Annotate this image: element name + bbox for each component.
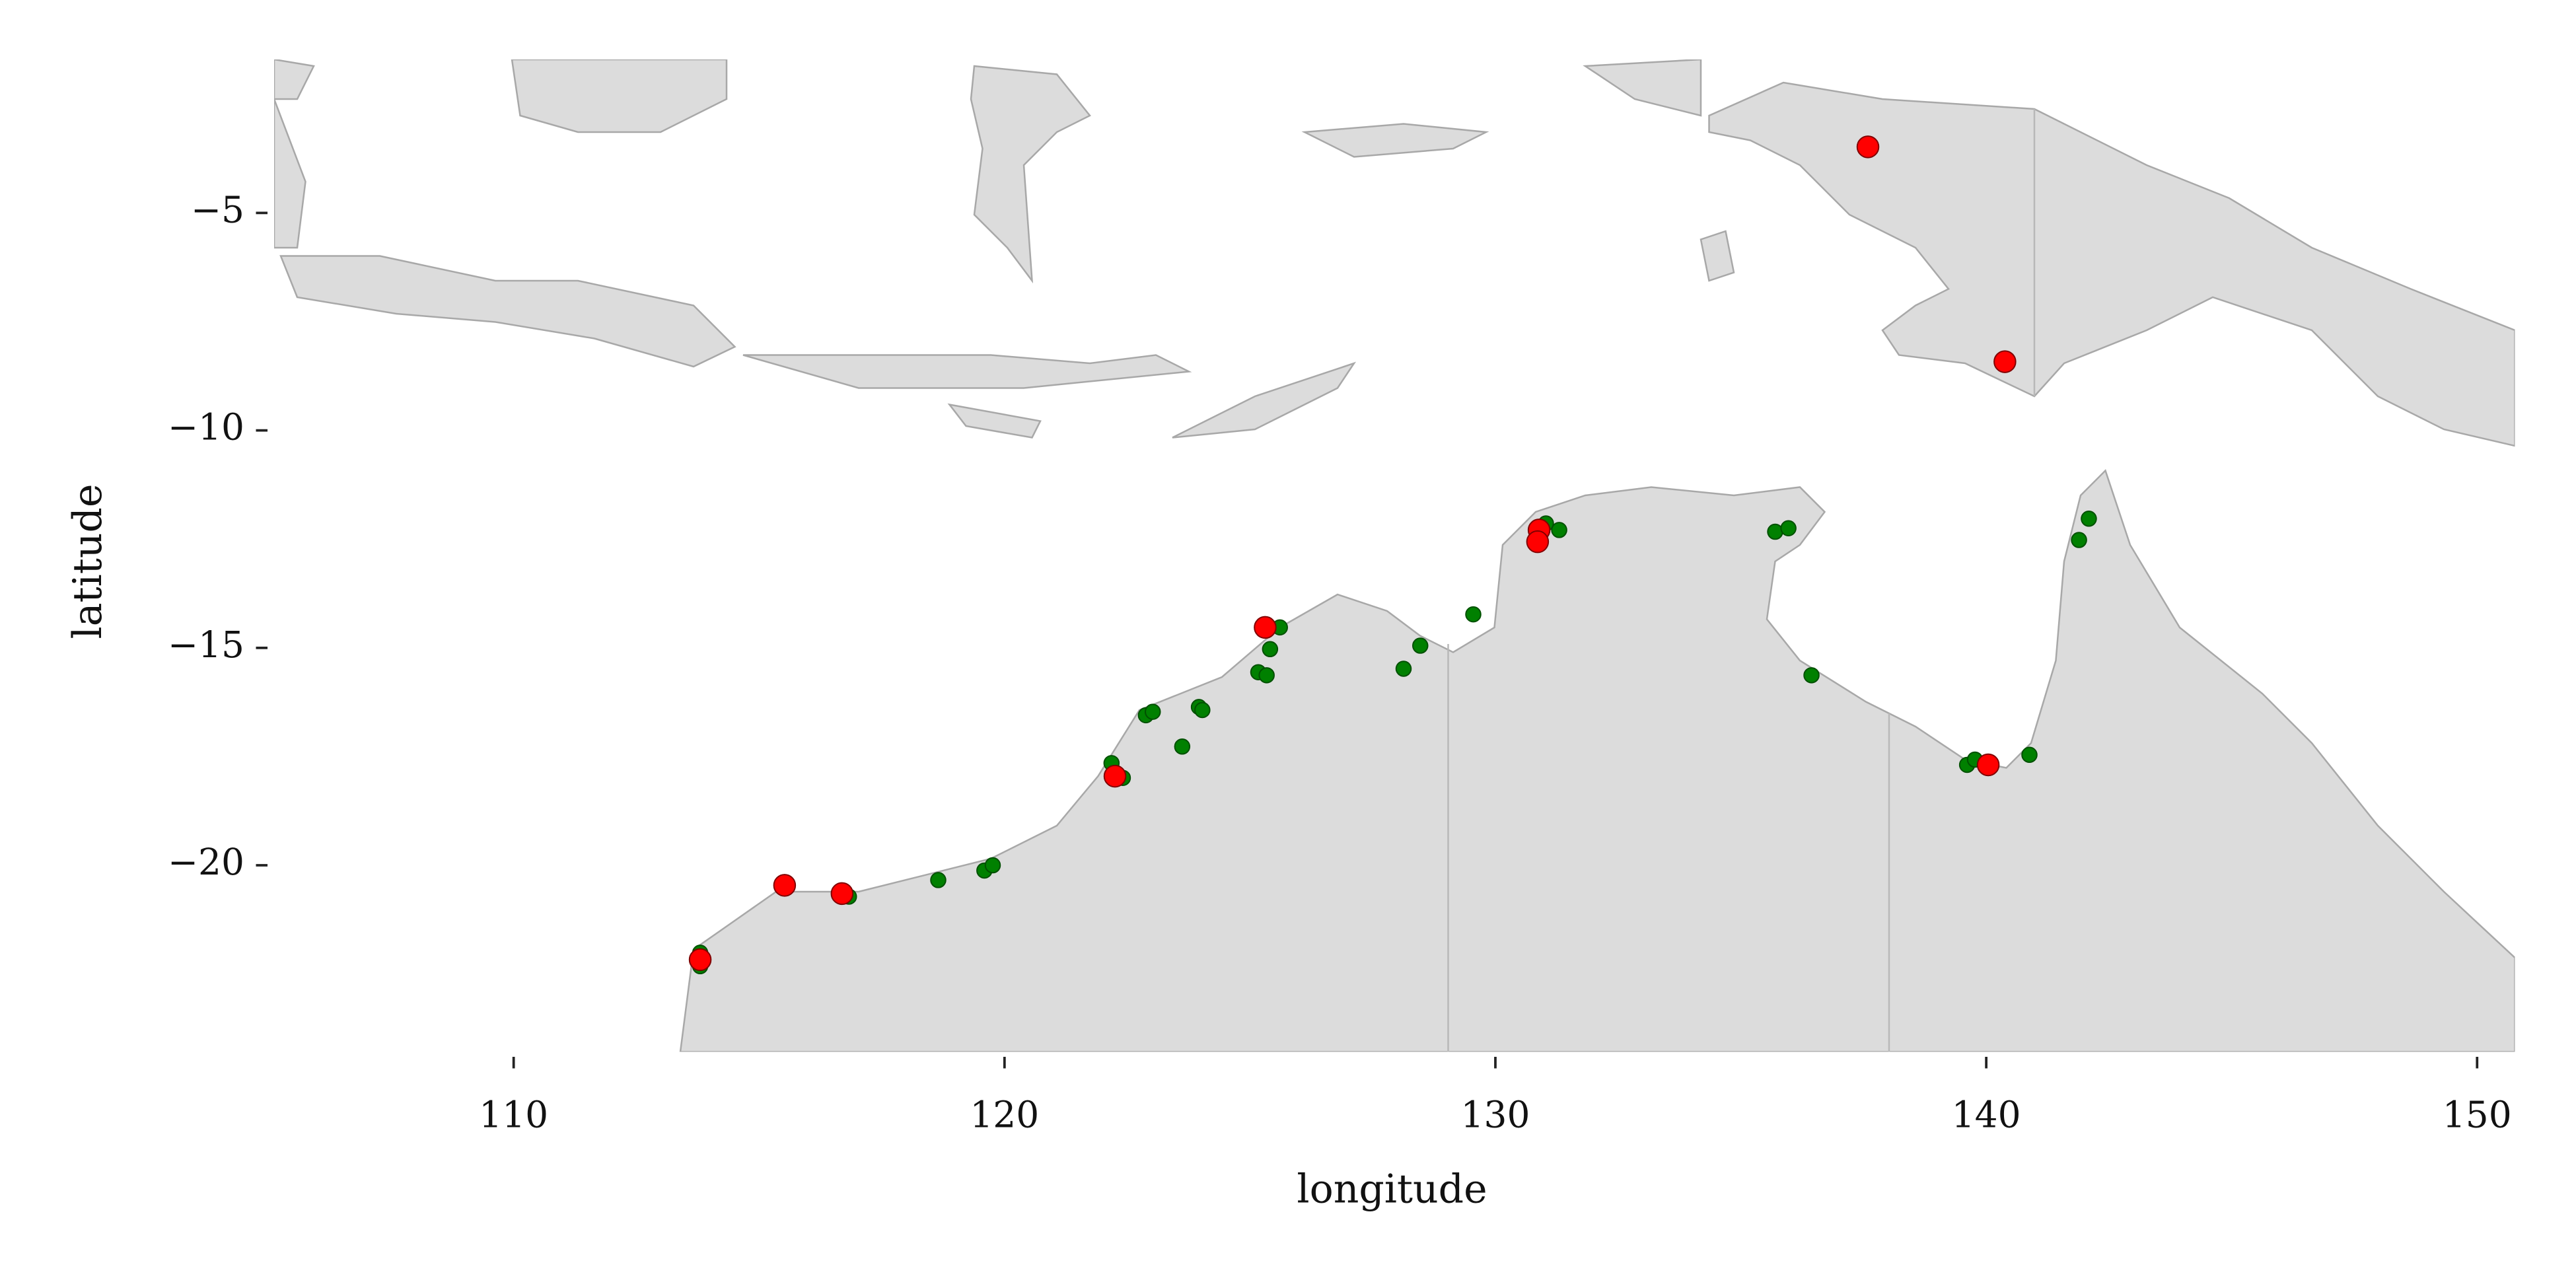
point bbox=[1194, 701, 1211, 719]
point bbox=[830, 882, 854, 906]
y-tick-label: −5 bbox=[191, 188, 244, 231]
point bbox=[984, 857, 1001, 874]
point bbox=[2081, 511, 2097, 527]
point bbox=[1465, 606, 1482, 623]
point bbox=[2071, 532, 2087, 548]
point bbox=[688, 948, 712, 972]
point bbox=[1767, 523, 1783, 540]
point bbox=[1258, 667, 1275, 684]
point bbox=[773, 874, 797, 897]
point bbox=[2021, 746, 2038, 764]
x-tick-label: 110 bbox=[479, 1094, 548, 1136]
x-tick-label: 140 bbox=[1952, 1094, 2021, 1136]
point bbox=[1144, 703, 1161, 720]
x-tick-label: 120 bbox=[970, 1094, 1039, 1136]
point bbox=[1803, 667, 1820, 684]
x-tick-label: 130 bbox=[1460, 1094, 1530, 1136]
point bbox=[1993, 350, 2017, 373]
y-tick-label: −15 bbox=[168, 624, 244, 666]
point bbox=[1551, 522, 1567, 538]
basemap bbox=[274, 59, 2515, 1052]
point bbox=[1262, 641, 1279, 658]
y-tick-label: −10 bbox=[168, 406, 244, 448]
point bbox=[1395, 661, 1412, 677]
y-axis-label: latitude bbox=[65, 484, 111, 639]
point bbox=[1856, 135, 1880, 159]
point bbox=[1103, 764, 1127, 788]
point bbox=[1526, 530, 1550, 554]
point bbox=[1174, 738, 1191, 755]
point bbox=[1780, 520, 1797, 537]
y-tick-label: −20 bbox=[168, 841, 244, 883]
point bbox=[930, 872, 947, 888]
point bbox=[1412, 637, 1429, 654]
point bbox=[1254, 616, 1277, 639]
point bbox=[1976, 753, 2000, 777]
x-tick-label: 150 bbox=[2443, 1094, 2512, 1136]
x-axis-label: longitude bbox=[1297, 1166, 1487, 1213]
